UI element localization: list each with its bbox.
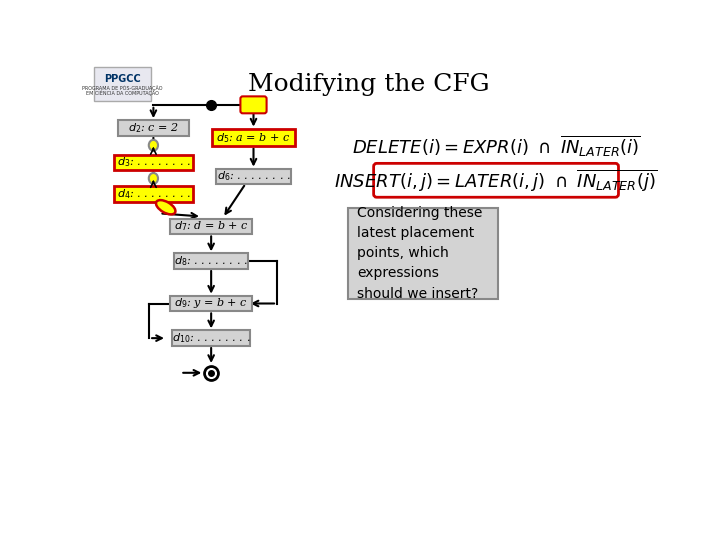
FancyBboxPatch shape xyxy=(240,96,266,113)
Text: $d_4$: . . . . . . . .: $d_4$: . . . . . . . . xyxy=(117,187,190,201)
Text: $d_7$: d = b + c: $d_7$: d = b + c xyxy=(174,220,248,233)
Text: $\mathit{DELETE(i) = EXPR(i)\ \cap\ \overline{IN_{LATER}(i)}}$: $\mathit{DELETE(i) = EXPR(i)\ \cap\ \ove… xyxy=(352,133,640,158)
Text: PROGRAMA DE PÓS-GRADUAÇÃO: PROGRAMA DE PÓS-GRADUAÇÃO xyxy=(82,85,163,91)
FancyBboxPatch shape xyxy=(170,219,252,234)
FancyBboxPatch shape xyxy=(114,186,193,202)
Text: EM CIÊNCIA DA COMPUTAÇÃO: EM CIÊNCIA DA COMPUTAÇÃO xyxy=(86,90,159,96)
Text: $\mathit{INSERT(i,j) = LATER(i,j)\ \cap\ \overline{IN_{LATER}(j)}}$: $\mathit{INSERT(i,j) = LATER(i,j)\ \cap\… xyxy=(335,167,657,193)
FancyBboxPatch shape xyxy=(374,164,618,197)
FancyBboxPatch shape xyxy=(114,155,193,170)
Text: $d_{10}$: . . . . . . . .: $d_{10}$: . . . . . . . . xyxy=(172,331,251,345)
Text: $d_8$: . . . . . . . .: $d_8$: . . . . . . . . xyxy=(174,254,248,268)
Text: Considering these
latest placement
points, which
expressions
should we insert?: Considering these latest placement point… xyxy=(357,206,483,301)
FancyBboxPatch shape xyxy=(118,120,189,136)
FancyBboxPatch shape xyxy=(170,296,252,311)
FancyBboxPatch shape xyxy=(212,130,294,146)
FancyBboxPatch shape xyxy=(172,330,251,346)
Ellipse shape xyxy=(149,173,158,184)
Text: $d_3$: . . . . . . . .: $d_3$: . . . . . . . . xyxy=(117,156,190,170)
FancyBboxPatch shape xyxy=(174,253,248,269)
Text: $d_9$: y = b + c: $d_9$: y = b + c xyxy=(174,296,248,310)
Text: $d_2$: c = 2: $d_2$: c = 2 xyxy=(128,121,179,135)
Text: Modifying the CFG: Modifying the CFG xyxy=(248,72,490,96)
Ellipse shape xyxy=(156,200,176,214)
FancyBboxPatch shape xyxy=(216,168,291,184)
Text: PPGCC: PPGCC xyxy=(104,73,141,84)
Text: $d_5$: a = b + c: $d_5$: a = b + c xyxy=(217,131,291,145)
Text: $d_6$: . . . . . . . .: $d_6$: . . . . . . . . xyxy=(217,170,290,184)
FancyBboxPatch shape xyxy=(94,67,151,101)
FancyBboxPatch shape xyxy=(348,208,498,299)
Ellipse shape xyxy=(149,140,158,151)
